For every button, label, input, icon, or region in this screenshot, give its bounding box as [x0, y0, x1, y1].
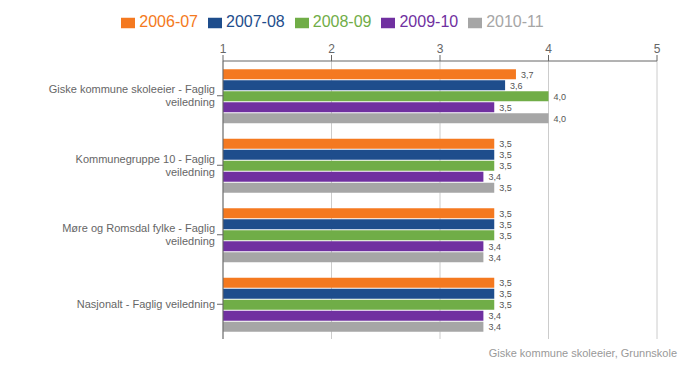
svg-text:3,5: 3,5 — [499, 278, 512, 288]
svg-text:3,5: 3,5 — [499, 289, 512, 299]
svg-text:3,4: 3,4 — [488, 322, 501, 332]
html-text:2007-08: 2007-08 — [226, 13, 285, 30]
svg-text:3,4: 3,4 — [488, 253, 501, 263]
svg-text:3,5: 3,5 — [499, 300, 512, 310]
svg-text:4,0: 4,0 — [554, 114, 567, 124]
svg-text:3,5: 3,5 — [499, 103, 512, 113]
svg-text:3,7: 3,7 — [521, 70, 534, 80]
html-text:2009-10: 2009-10 — [399, 13, 459, 30]
svg-text:Møre og Romsdal fylke - Faglig: Møre og Romsdal fylke - Fagligveiledning — [62, 222, 215, 247]
svg-text:4: 4 — [545, 42, 552, 56]
svg-text:3,5: 3,5 — [499, 209, 512, 219]
svg-text:3: 3 — [437, 42, 444, 56]
svg-text:3,6: 3,6 — [510, 81, 523, 91]
svg-text:3,5: 3,5 — [499, 220, 512, 230]
html-text:2006-07: 2006-07 — [139, 13, 198, 30]
svg-text:3,4: 3,4 — [488, 311, 501, 321]
svg-text:Kommunegruppe 10 - Fagligveile: Kommunegruppe 10 - Fagligveiledning — [76, 153, 215, 178]
svg-text:2: 2 — [328, 42, 335, 56]
svg-text:3,5: 3,5 — [499, 161, 512, 171]
svg-text:1: 1 — [220, 42, 227, 56]
svg-text:4,0: 4,0 — [554, 92, 567, 102]
svg-text:3,5: 3,5 — [499, 150, 512, 160]
svg-text:3,4: 3,4 — [488, 172, 501, 182]
svg-text:3,5: 3,5 — [499, 139, 512, 149]
svg-text:5: 5 — [654, 42, 661, 56]
html-text:Giske kommune skoleeier, Grunn: Giske kommune skoleeier, Grunnskole — [488, 347, 677, 359]
svg-text:Nasjonalt - Faglig veiledning: Nasjonalt - Faglig veiledning — [77, 298, 215, 310]
svg-text:3,5: 3,5 — [499, 183, 512, 193]
html-text:2008-09: 2008-09 — [312, 13, 372, 30]
html-text:2010-11: 2010-11 — [486, 13, 544, 30]
svg-text:3,4: 3,4 — [488, 242, 501, 252]
svg-text:3,5: 3,5 — [499, 231, 512, 241]
svg-text:Giske kommune skoleeier - Fagl: Giske kommune skoleeier - Fagligveiledni… — [49, 83, 215, 108]
